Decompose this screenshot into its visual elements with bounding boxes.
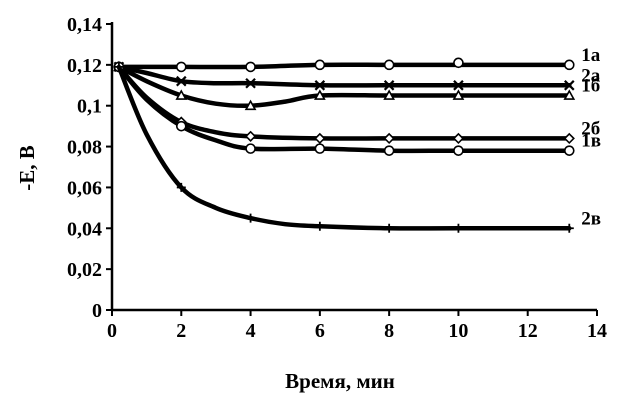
series-label: 2а: [581, 65, 601, 86]
series-label: 2в: [581, 208, 601, 229]
series-1: 1а: [113, 45, 601, 73]
data-point: [313, 89, 326, 100]
data-point: [315, 221, 325, 231]
data-point: [383, 59, 395, 71]
data-point: [244, 99, 257, 111]
data-point: [383, 80, 395, 91]
data-point: [453, 223, 463, 233]
data-point: [244, 130, 257, 142]
x-tick-label: 2: [176, 320, 186, 342]
data-point: [383, 89, 396, 100]
x-tick-label: 14: [587, 320, 607, 342]
data-point: [314, 59, 326, 71]
data-point: [453, 145, 464, 156]
series-line: [116, 64, 572, 109]
series-label: 1в: [581, 131, 601, 152]
y-axis-title: -E, В: [15, 145, 39, 191]
data-point: [452, 132, 465, 145]
ticks-layer: 0 2 4 6 8 10 12 14 0 0,02 0,04 0,06 0,08 0,1 0,12 0,14: [67, 14, 607, 342]
y-tick-label: 0,02: [67, 259, 102, 281]
data-point: [175, 89, 188, 100]
series-line: [116, 64, 572, 231]
data-point: [175, 120, 187, 132]
x-tick-label: 4: [246, 320, 256, 342]
data-point: [245, 61, 256, 73]
data-point: [314, 80, 326, 91]
data-point: [564, 80, 575, 91]
series-label: 1б: [581, 76, 600, 97]
data-point: [564, 223, 574, 233]
data-point: [383, 132, 395, 145]
data-point: [246, 213, 256, 223]
y-tick-label: 0,14: [67, 14, 102, 36]
data-point: [563, 89, 576, 100]
y-tick-label: 0,06: [67, 177, 102, 199]
data-point: [563, 145, 575, 156]
y-tick-label: 0,12: [67, 55, 102, 77]
series-label: 2б: [581, 118, 600, 139]
y-tick-label: 0: [92, 300, 102, 322]
series-5: 1в: [113, 61, 601, 156]
x-axis-title: Время, мин: [285, 369, 395, 393]
x-tick-label: 6: [315, 320, 325, 342]
x-tick-label: 8: [384, 320, 394, 342]
x-tick-label: 12: [518, 320, 538, 342]
series-line: [116, 64, 572, 88]
data-point: [452, 89, 465, 100]
data-point: [114, 62, 124, 72]
axes-layer: [110, 22, 597, 312]
data-point: [176, 182, 186, 192]
y-tick-label: 0,04: [67, 218, 102, 240]
data-point: [384, 223, 394, 233]
data-point: [245, 143, 256, 154]
series-6: 2в: [114, 62, 601, 233]
data-point: [453, 80, 464, 91]
x-tick-label: 10: [448, 320, 468, 342]
y-tick-label: 0,08: [67, 137, 102, 159]
data-point: [176, 75, 187, 87]
data-point: [563, 132, 575, 145]
data-point: [314, 132, 326, 145]
data-point: [563, 59, 575, 71]
data-point: [453, 57, 464, 69]
data-point: [314, 143, 326, 154]
x-tick-label: 0: [107, 320, 117, 342]
data-point: [245, 77, 256, 89]
y-tick-label: 0,1: [77, 96, 102, 118]
data-point: [175, 61, 187, 73]
data-point: [383, 145, 395, 156]
series-label: 1а: [581, 45, 601, 66]
